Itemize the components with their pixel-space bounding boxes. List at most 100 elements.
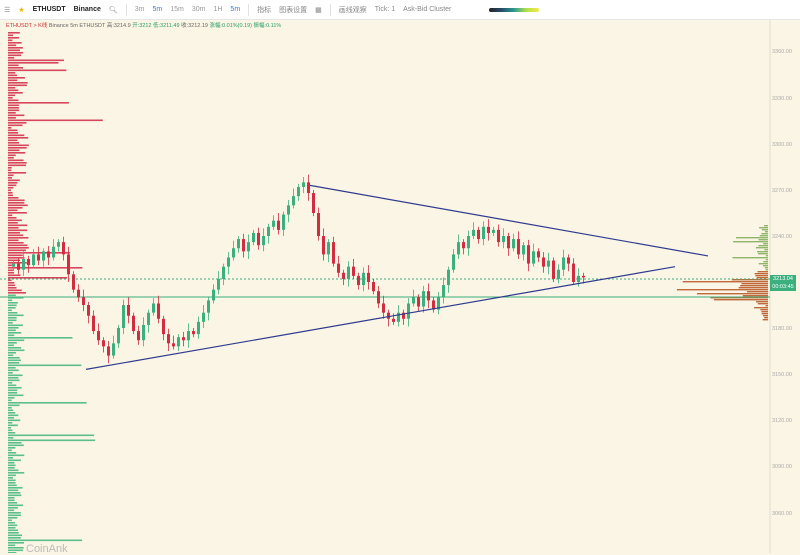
volume-profile-bar <box>8 172 26 174</box>
cluster-dropdown[interactable]: Ask-Bid Cluster <box>403 6 452 13</box>
volume-profile-bar <box>8 444 24 447</box>
candle <box>462 242 465 249</box>
volume-profile-bar <box>8 307 16 309</box>
cluster-profile-bar <box>764 249 768 251</box>
candle <box>192 331 195 335</box>
chart-settings-button[interactable]: 图表设置 <box>279 6 308 14</box>
tf-30m[interactable]: 30m <box>191 6 206 13</box>
cluster-profile-bar <box>763 243 768 245</box>
cluster-profile-bar <box>757 303 768 305</box>
menu-icon[interactable]: ☰ <box>4 6 11 14</box>
candle <box>292 196 295 206</box>
axis-label: 3240.00 <box>772 234 792 240</box>
volume-profile-bar <box>8 344 14 347</box>
volume-profile-bar <box>8 529 18 532</box>
tf-1h[interactable]: 1H <box>213 6 223 13</box>
candle <box>297 186 300 197</box>
volume-profile-bar <box>8 204 28 207</box>
volume-profile-bar <box>8 82 28 84</box>
candle <box>222 266 225 279</box>
symbol[interactable]: ETHUSDT <box>32 6 66 13</box>
candle <box>272 220 275 227</box>
candle <box>452 254 455 270</box>
volume-profile-bar <box>8 487 23 489</box>
cluster-profile-bar <box>741 283 768 285</box>
price-chart[interactable] <box>0 20 800 553</box>
candle <box>82 297 85 305</box>
volume-profile-bar <box>8 517 18 519</box>
volume-profile-bar <box>8 429 13 432</box>
candle <box>247 242 250 252</box>
volume-profile-bar <box>8 214 13 217</box>
volume-profile-bar <box>8 357 20 359</box>
volume-profile-bar <box>8 79 18 82</box>
tick-dropdown[interactable]: Tick: 1 <box>374 6 396 13</box>
search-icon[interactable]: 🔍︎ <box>108 6 118 14</box>
volume-profile-bar <box>8 259 21 262</box>
volume-profile-bar <box>8 482 16 484</box>
tf-3m[interactable]: 3m <box>134 6 145 13</box>
candle <box>572 263 575 282</box>
volume-profile-bar <box>8 267 83 269</box>
volume-profile-bar <box>8 34 14 37</box>
candle <box>302 182 305 187</box>
volume-profile-bar <box>8 294 16 297</box>
volume-profile-bar <box>8 227 19 229</box>
candle <box>352 266 355 276</box>
drawing-dropdown[interactable]: 画线观察 <box>338 6 367 14</box>
candle <box>92 315 95 332</box>
volume-profile-bar <box>8 239 19 242</box>
candle <box>487 226 490 233</box>
volume-profile-bar <box>8 522 15 524</box>
volume-profile-bar <box>8 149 20 152</box>
volume-profile-bar <box>8 454 25 457</box>
tf-5m[interactable]: 5m <box>152 6 163 13</box>
volume-profile-bar <box>8 254 23 257</box>
cluster-profile-bar <box>738 287 768 289</box>
grid-icon[interactable]: ▦ <box>315 6 322 14</box>
candle <box>387 312 390 319</box>
volume-profile-bar <box>8 457 14 459</box>
volume-profile-bar <box>8 174 14 177</box>
star-icon[interactable]: ★ <box>18 6 25 14</box>
timeframe-dropdown[interactable]: 5m <box>230 6 241 13</box>
volume-profile-bar <box>8 549 24 552</box>
volume-profile-bar <box>8 379 20 382</box>
volume-profile-bar <box>8 77 25 79</box>
exchange[interactable]: Binance <box>73 6 101 13</box>
candle <box>402 312 405 319</box>
candle <box>437 297 440 310</box>
volume-profile-bar <box>8 304 17 307</box>
volume-profile-bar <box>8 94 16 97</box>
volume-profile-bar <box>8 424 18 427</box>
candle <box>97 331 100 341</box>
candle <box>142 324 145 341</box>
cluster-profile-bar <box>757 251 768 253</box>
volume-profile-bar <box>8 412 16 414</box>
cluster-profile-bar <box>762 319 768 321</box>
cluster-profile-bar <box>759 235 768 237</box>
volume-profile-bar <box>8 192 13 194</box>
candle <box>367 272 370 282</box>
indicators-button[interactable]: 指标 <box>257 6 272 14</box>
volume-profile-bar <box>8 269 14 272</box>
trendline-upper <box>309 184 709 257</box>
heatmap-color-slider[interactable] <box>489 7 540 12</box>
candle <box>457 242 460 255</box>
volume-profile-bar <box>8 492 21 494</box>
volume-profile-bar <box>8 514 22 517</box>
volume-profile-bar <box>8 147 27 149</box>
cluster-profile-bar <box>755 275 768 277</box>
volume-profile-bar <box>8 317 17 319</box>
change: 涨幅:0.01%(0.19) <box>209 23 253 29</box>
breadcrumb[interactable]: ETHUSDT > K线 <box>6 23 48 29</box>
candle <box>112 343 115 356</box>
volume-profile-bar <box>8 332 22 334</box>
volume-profile-bar <box>8 484 17 487</box>
volume-profile-bar <box>8 394 24 397</box>
volume-profile-bar <box>8 287 17 289</box>
tf-15m[interactable]: 15m <box>170 6 184 13</box>
cluster-profile-bar <box>764 231 768 233</box>
candle <box>512 239 515 249</box>
close: 收:3212.19 <box>181 23 208 29</box>
